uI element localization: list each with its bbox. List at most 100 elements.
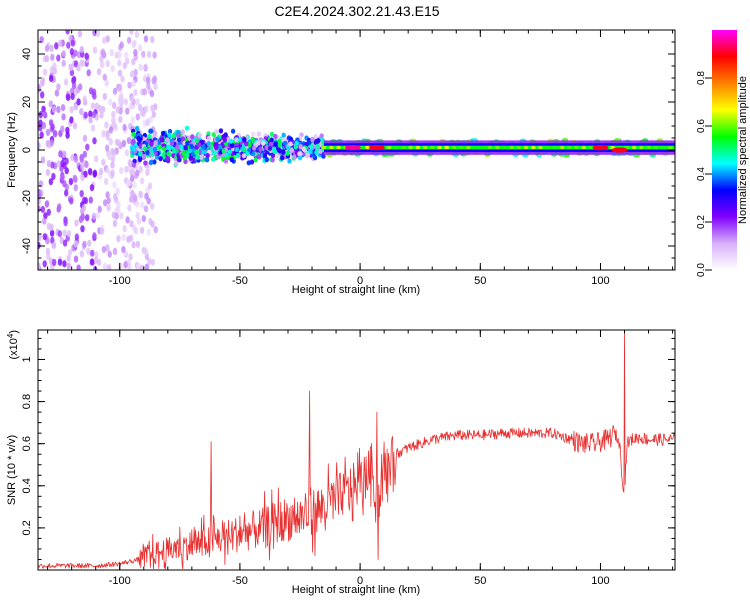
spectrogram-cell — [123, 98, 128, 106]
spectrogram-cell — [141, 215, 146, 223]
spectrogram-cell — [386, 146, 392, 150]
spectrogram-cell — [121, 139, 127, 147]
spectrogram-cell — [480, 146, 486, 150]
spectrogram-cell — [44, 55, 50, 63]
spectrogram-cell — [150, 151, 155, 157]
spectrogram-cell — [60, 125, 65, 133]
spectrogram-cell — [54, 89, 60, 97]
spectrogram-cell — [172, 148, 177, 154]
x-tick-label: -100 — [109, 275, 131, 287]
spectrogram-cell — [43, 111, 48, 119]
x-tick-label: -50 — [232, 275, 248, 287]
colorbar-gradient — [712, 30, 737, 270]
spectrogram-cell — [501, 146, 507, 150]
spectrogram-cell — [129, 220, 134, 228]
spectrogram-cell — [69, 106, 74, 114]
spectrogram-cell — [308, 148, 313, 155]
spectrogram-cell — [69, 48, 75, 56]
spectrogram-cell — [125, 216, 130, 224]
spectrogram-cell — [176, 157, 182, 163]
spectrogram-cell — [49, 44, 54, 53]
spectrogram-cell — [66, 262, 71, 270]
spectrogram-cell — [65, 131, 70, 139]
spectrogram-cell — [253, 157, 258, 163]
spectrogram-cell — [126, 36, 132, 44]
spectrogram-cell — [112, 181, 117, 189]
spectrogram-cell — [91, 111, 97, 119]
spectrogram-cell — [200, 149, 206, 155]
y-tick-label: 1 — [21, 356, 33, 362]
x-tick-label: 100 — [591, 575, 609, 587]
spectrogram-cell — [122, 225, 127, 233]
colorbar-ticks: 0.0 0.2 0.4 0.6 0.8 — [696, 71, 712, 277]
spectrogram-cell — [229, 156, 234, 163]
spectrogram-cell — [60, 173, 65, 181]
spectrogram-cell — [175, 144, 180, 150]
spectrogram-cell — [83, 170, 88, 178]
spectrogram-cell — [141, 50, 146, 58]
spectrogram-cell — [95, 30, 101, 37]
spectrogram-cell — [40, 205, 46, 214]
spectrogram-cell — [180, 136, 186, 142]
spectrogram-cell — [166, 155, 171, 162]
spectrogram-cell — [313, 134, 318, 140]
spectrogram-cell — [138, 165, 143, 173]
colorbar-tick-label: 0.4 — [696, 167, 707, 181]
spectrogram-cell — [134, 125, 140, 132]
spectrogram-cell — [106, 204, 111, 212]
spectrogram-cell — [234, 146, 240, 153]
spectrogram-cell — [74, 219, 79, 227]
x-tick-label: 50 — [474, 275, 486, 287]
spectrogram-cell — [104, 79, 110, 87]
spectrogram-cell — [69, 69, 75, 77]
spectrogram-cell — [144, 192, 149, 200]
spectrogram-cell — [38, 142, 41, 150]
spectrogram-cell — [269, 137, 274, 143]
spectrogram-cell — [70, 92, 75, 100]
spectrogram-cell — [137, 156, 143, 163]
spectrogram-cell — [234, 137, 239, 143]
spectrogram-cell — [214, 145, 219, 151]
spectrogram-cell — [152, 159, 157, 165]
spectrogram-cell — [79, 250, 85, 258]
spectrogram-cell — [88, 168, 93, 176]
spectrogram-marks — [38, 30, 675, 270]
spectrogram-cell — [153, 151, 158, 157]
spectrogram-cell — [415, 146, 421, 150]
spectrogram-cell — [217, 144, 222, 150]
spectrogram-cell — [128, 253, 133, 261]
spectrogram-cell — [188, 155, 194, 161]
spectrogram-cell — [106, 264, 112, 270]
spectrogram-cell — [80, 163, 85, 171]
spectrogram-cell — [92, 46, 98, 54]
spectrogram-cell — [241, 153, 247, 159]
spectrogram-cell — [107, 250, 112, 258]
spectrogram-cell — [59, 236, 64, 244]
spectrogram-cell — [218, 128, 224, 134]
spectrogram-cell — [242, 137, 247, 143]
spectrogram-cell — [62, 150, 67, 158]
spectrogram-cell — [277, 142, 283, 148]
spectrogram-cell — [153, 83, 158, 91]
spectrogram-cell — [181, 151, 187, 157]
spectrogram-cell — [190, 134, 195, 140]
spectrogram-cell — [277, 148, 283, 154]
spectrogram-cell — [258, 146, 263, 152]
spectrogram-cell — [148, 128, 154, 134]
spectrogram-cell — [56, 160, 61, 168]
spectrogram-cell — [76, 98, 81, 106]
spectrogram-cell — [48, 178, 54, 186]
spectrogram-cell — [336, 146, 341, 150]
spectrogram-hotspot — [344, 145, 361, 151]
spectrogram-cell — [79, 156, 84, 164]
y-tick-label: 0 — [21, 147, 33, 153]
spectrogram-cell — [301, 146, 306, 152]
y-tick-label: 0.8 — [21, 394, 33, 409]
x-tick-label: -100 — [109, 575, 131, 587]
spectrogram-cell — [314, 149, 319, 156]
spectrogram-cell — [292, 154, 297, 160]
spectrogram-cell — [80, 174, 85, 182]
spectrogram-cell — [63, 189, 69, 197]
spectrogram-cell — [58, 150, 63, 158]
colorbar-label: Normalized spectral amplitude — [737, 76, 749, 224]
